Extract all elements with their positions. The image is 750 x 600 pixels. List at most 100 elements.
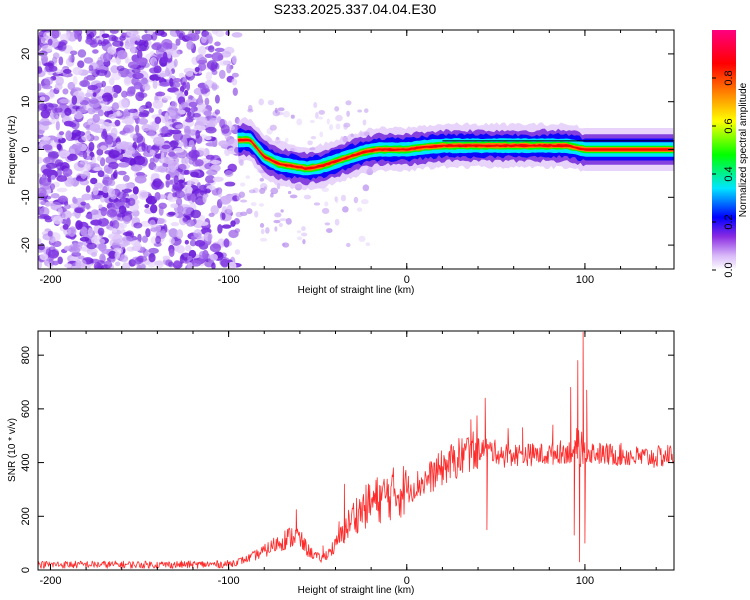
noise-speckle: [39, 96, 46, 101]
figure-title: S233.2025.337.04.04.E30: [274, 1, 437, 17]
noise-speckle: [129, 85, 136, 95]
noise-speckle: [313, 102, 318, 108]
noise-speckle: [301, 232, 308, 237]
noise-speckle: [75, 130, 86, 137]
noise-speckle: [194, 66, 200, 73]
noise-speckle: [81, 193, 93, 201]
noise-speckle: [202, 193, 207, 204]
noise-speckle: [229, 125, 236, 131]
noise-speckle: [74, 30, 81, 40]
noise-speckle: [231, 72, 239, 78]
x-tick-label: -100: [218, 274, 240, 286]
colorbar-tick-label: 0.6: [723, 118, 735, 133]
y-tick-label: -20: [20, 237, 32, 253]
noise-speckle: [47, 176, 52, 183]
noise-speckle: [108, 113, 117, 119]
noise-speckle: [170, 222, 180, 227]
noise-speckle: [205, 154, 215, 160]
noise-speckle: [343, 124, 348, 130]
colorbar-tick-label: 0.8: [723, 70, 735, 85]
noise-speckle: [217, 224, 223, 234]
noise-speckle: [364, 108, 369, 113]
noise-speckle: [88, 141, 95, 152]
noise-speckle: [155, 235, 162, 244]
noise-speckle: [189, 239, 197, 247]
noise-speckle: [64, 107, 72, 116]
noise-speckle: [224, 133, 231, 140]
noise-speckle: [56, 187, 68, 193]
snr-panel: -200 -100 0 100 0 200 400 600 800 Height of str…: [7, 330, 675, 596]
noise-speckle: [127, 61, 139, 69]
noise-speckle: [96, 155, 102, 162]
noise-speckle: [133, 241, 141, 252]
noise-speckle: [91, 156, 97, 165]
noise-speckle: [111, 102, 120, 111]
noise-speckle: [94, 182, 103, 189]
noise-speckle: [184, 33, 196, 41]
noise-speckle: [263, 186, 267, 191]
noise-speckle: [96, 69, 108, 77]
noise-speckle: [112, 171, 118, 179]
noise-speckle: [154, 180, 164, 190]
noise-speckle: [80, 108, 86, 114]
noise-speckle: [54, 107, 63, 113]
noise-speckle: [114, 251, 120, 260]
noise-speckle: [121, 262, 131, 269]
noise-speckle: [208, 212, 215, 217]
noise-speckle: [135, 91, 145, 102]
noise-speckle: [214, 47, 225, 53]
noise-speckle: [47, 38, 53, 46]
noise-speckle: [290, 114, 295, 119]
noise-speckle: [87, 120, 93, 125]
noise-speckle: [138, 112, 149, 118]
noise-speckle: [168, 140, 179, 148]
noise-speckle: [40, 136, 51, 141]
noise-speckle: [122, 240, 131, 246]
noise-speckle: [265, 227, 270, 234]
noise-speckle: [38, 187, 47, 197]
noise-speckle: [152, 79, 158, 90]
noise-speckle: [38, 83, 42, 92]
noise-speckle: [153, 136, 165, 145]
noise-speckle: [90, 177, 98, 185]
noise-speckle: [173, 260, 180, 266]
noise-speckle: [274, 226, 278, 232]
noise-speckle: [310, 135, 317, 140]
noise-speckle: [159, 81, 171, 87]
spectrogram-y-label: Frequency (Hz): [7, 116, 18, 185]
noise-speckle: [148, 253, 156, 263]
noise-speckle: [109, 30, 119, 34]
noise-speckle: [72, 105, 82, 110]
noise-speckle: [282, 110, 290, 118]
noise-speckle: [179, 170, 189, 176]
noise-speckle: [38, 60, 42, 67]
colorbar-tick-label: 0.2: [723, 214, 735, 229]
noise-speckle: [92, 186, 99, 196]
noise-speckle: [73, 161, 85, 172]
noise-speckle: [212, 176, 224, 182]
noise-speckle: [194, 30, 201, 35]
noise-speckle: [157, 72, 167, 78]
x-tick-label: -200: [39, 575, 61, 587]
noise-speckle: [176, 245, 185, 254]
noise-speckle: [153, 152, 160, 163]
y-tick-label: 600: [20, 400, 32, 418]
noise-speckle: [197, 102, 207, 113]
noise-speckle: [54, 159, 64, 167]
noise-speckle: [154, 191, 161, 201]
noise-speckle: [234, 249, 241, 255]
noise-speckle: [175, 30, 180, 34]
noise-speckle: [205, 71, 213, 81]
noise-speckle: [124, 38, 135, 47]
noise-speckle: [207, 233, 212, 243]
noise-speckle: [132, 186, 139, 195]
noise-speckle: [296, 118, 303, 126]
noise-speckle: [98, 242, 107, 252]
noise-speckle: [38, 102, 42, 112]
noise-speckle: [282, 242, 290, 248]
noise-speckle: [75, 142, 83, 149]
noise-speckle: [168, 151, 176, 157]
noise-speckle: [197, 59, 208, 65]
noise-speckle: [173, 58, 178, 68]
noise-speckle: [112, 92, 118, 98]
